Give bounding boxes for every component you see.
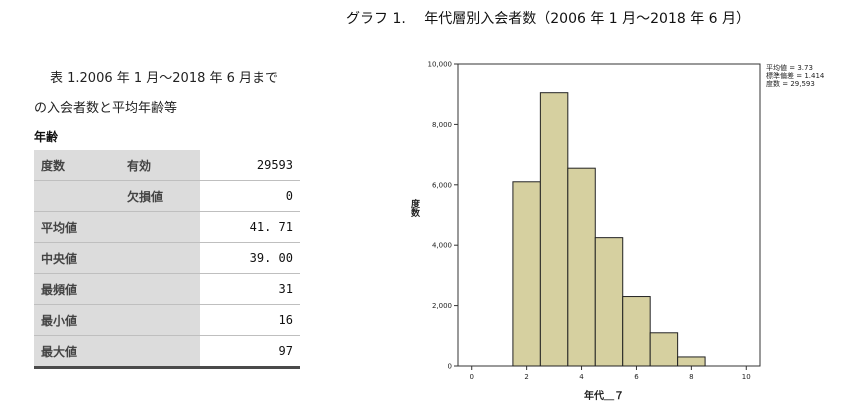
histogram-bar [567, 167, 596, 367]
x-tick-label: 6 [634, 373, 639, 381]
table-row: 平均値 41. 71 [34, 211, 300, 243]
y-axis-label: 度数 [409, 198, 420, 218]
stats-table: 度数 有効 29593 欠損値 0 平均値 41. 71 中央値 39. 00 … [34, 150, 300, 369]
row-subheader [120, 242, 200, 274]
table-row: 中央値 39. 00 [34, 242, 300, 274]
y-tick-label: 0 [448, 363, 452, 371]
histogram-bar [512, 181, 541, 367]
stats-mean: 平均値 = 3.73 [766, 63, 813, 72]
table-caption: 表 1.2006 年 1 月～2018 年 6 月まで の入会者数と平均年齢等 [34, 64, 334, 124]
row-header: 最小値 [34, 304, 120, 336]
y-tick-label: 6,000 [432, 181, 452, 189]
row-value: 39. 00 [200, 242, 300, 274]
row-subheader [120, 304, 200, 336]
histogram-bar [649, 332, 679, 367]
x-tick-label: 8 [689, 373, 693, 381]
row-header: 最頻値 [34, 273, 120, 305]
row-value: 29593 [200, 150, 300, 181]
row-subheader [120, 273, 200, 305]
y-tick-label: 4,000 [432, 242, 452, 250]
row-value: 97 [200, 335, 300, 369]
table-caption-line1: 表 1.2006 年 1 月～2018 年 6 月まで [50, 71, 279, 86]
y-tick-label: 2,000 [432, 302, 452, 310]
stats-count: 度数 = 29,593 [766, 79, 815, 88]
row-header: 平均値 [34, 211, 120, 243]
row-value: 0 [200, 180, 300, 212]
row-header: 中央値 [34, 242, 120, 274]
histogram-bar [539, 92, 569, 367]
table-caption-line2: の入会者数と平均年齢等 [34, 101, 178, 116]
row-header: 度数 [34, 150, 120, 181]
row-subheader [120, 335, 200, 369]
row-subheader: 有効 [120, 150, 200, 181]
row-value: 31 [200, 273, 300, 305]
x-tick-label: 10 [742, 373, 751, 381]
table-row: 最小値 16 [34, 304, 300, 336]
x-tick-label: 2 [524, 373, 528, 381]
row-header [34, 180, 120, 212]
histogram-bar [622, 296, 651, 367]
row-value: 16 [200, 304, 300, 336]
row-header: 最大値 [34, 335, 120, 369]
table-row: 欠損値 0 [34, 180, 300, 212]
table-row: 最大値 97 [34, 335, 300, 369]
row-subheader [120, 211, 200, 243]
stats-variable-label: 年齢 [34, 130, 59, 144]
row-value: 41. 71 [200, 211, 300, 243]
histogram-chart: 0 2,000 4,000 6,000 8,000 10,000 0 2 4 6 8 10 度数 年… [409, 61, 825, 403]
histogram-bar [594, 237, 624, 367]
x-axis-label: 年代＿７ [584, 389, 624, 402]
table-row: 最頻値 31 [34, 273, 300, 305]
table-row: 度数 有効 29593 [34, 150, 300, 181]
x-tick-label: 0 [469, 373, 473, 381]
chart-title: グラフ 1. 年代層別入会者数（2006 年 1 月～2018 年 6 月） [346, 11, 751, 27]
y-tick-label: 10,000 [428, 61, 453, 69]
row-subheader: 欠損値 [120, 180, 200, 212]
stats-stddev: 標準偏差 = 1.414 [766, 71, 825, 80]
stats-annotation: 平均値 = 3.73 標準偏差 = 1.414 度数 = 29,593 [766, 63, 825, 88]
x-tick-label: 4 [579, 373, 584, 381]
histogram-bar [677, 356, 706, 367]
y-tick-label: 8,000 [432, 121, 452, 129]
